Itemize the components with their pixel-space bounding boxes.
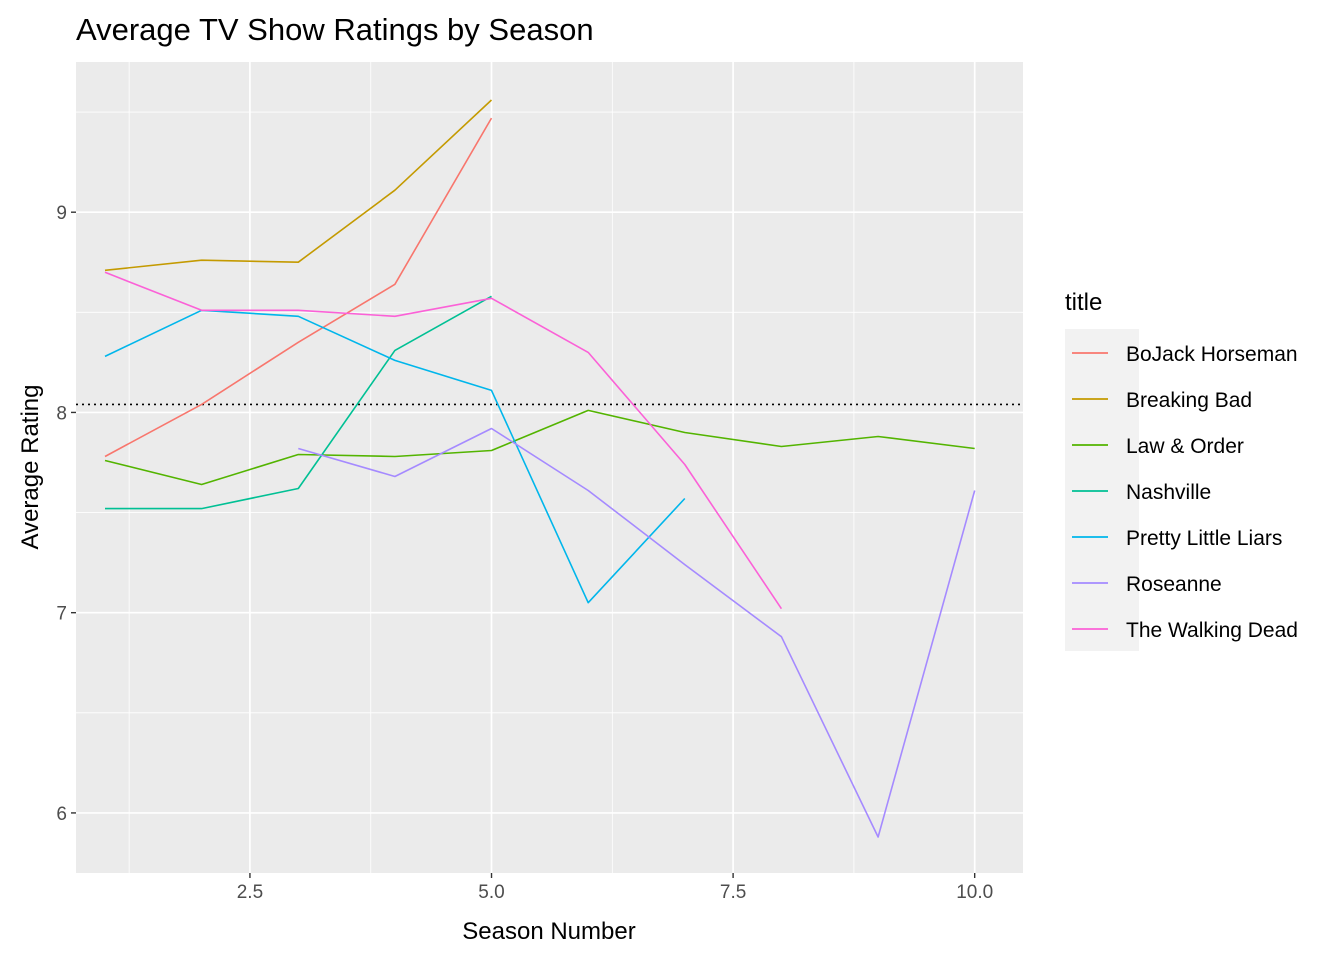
series-lines <box>104 99 976 838</box>
y-axis: 6 7 8 9 <box>56 203 76 825</box>
legend: BoJack Horseman Breaking Bad Law & Order Na… <box>1072 343 1298 642</box>
legend-keys-background <box>1065 329 1139 651</box>
y-tick-label: 8 <box>56 403 67 424</box>
legend-label: Nashville <box>1126 481 1211 504</box>
legend-label: BoJack Horseman <box>1126 343 1298 366</box>
legend-label: Breaking Bad <box>1126 389 1252 412</box>
legend-label: Roseanne <box>1126 573 1222 596</box>
y-tick-label: 7 <box>56 604 67 625</box>
series-line-bojack-horseman <box>104 117 493 458</box>
grid-major <box>76 62 1023 873</box>
series-line-the-walking-dead <box>104 271 783 610</box>
y-tick-label: 9 <box>56 203 67 224</box>
plot-panel <box>76 62 1023 873</box>
x-tick-label: 7.5 <box>720 882 746 903</box>
legend-title: title <box>1065 289 1102 316</box>
legend-label: Pretty Little Liars <box>1126 527 1282 550</box>
x-axis-title: Season Number <box>462 918 635 945</box>
legend-label: The Walking Dead <box>1126 619 1298 642</box>
x-axis: 2.5 5.0 7.5 10.0 <box>237 873 993 903</box>
chart-title: Average TV Show Ratings by Season <box>76 12 594 47</box>
series-line-law-order <box>104 409 975 486</box>
y-tick-label: 6 <box>56 804 67 825</box>
x-tick-label: 2.5 <box>237 882 263 903</box>
x-tick-label: 10.0 <box>956 882 993 903</box>
y-axis-title: Average Rating <box>17 385 44 550</box>
series-line-roseanne <box>298 427 976 838</box>
series-line-nashville <box>105 295 492 510</box>
x-tick-label: 5.0 <box>478 882 504 903</box>
legend-label: Law & Order <box>1126 435 1244 458</box>
series-line-breaking-bad <box>104 99 493 272</box>
